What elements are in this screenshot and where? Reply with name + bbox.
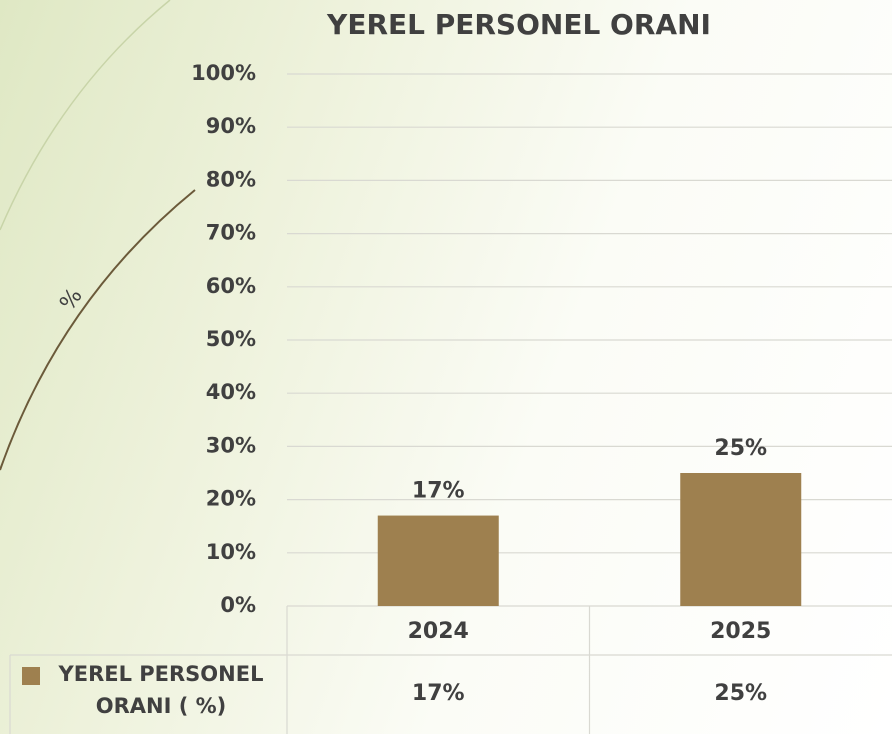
y-tick-label: 70% <box>206 221 256 245</box>
x-tick-label: 2025 <box>710 619 771 644</box>
x-tick-label: 2024 <box>408 619 469 644</box>
y-tick-label: 20% <box>206 487 256 511</box>
table-value: 17% <box>412 681 465 706</box>
decor-curve <box>0 189 196 471</box>
table-value: 25% <box>714 681 767 706</box>
y-tick-label: 0% <box>220 593 256 617</box>
bar <box>377 515 499 606</box>
data-label: 17% <box>412 479 465 504</box>
y-tick-label: 30% <box>206 433 256 457</box>
y-tick-label: 50% <box>206 327 256 351</box>
y-tick-label: 100% <box>191 61 256 85</box>
y-tick-label: 60% <box>206 274 256 298</box>
chart-title: YEREL PERSONEL ORANI <box>326 8 711 41</box>
data-label: 25% <box>714 436 767 461</box>
bar <box>680 473 802 606</box>
decor-curve <box>0 0 171 231</box>
series-name: YEREL PERSONEL ORANI ( %) <box>58 662 264 718</box>
y-tick-label: 90% <box>206 114 256 138</box>
legend-key <box>22 667 40 685</box>
y-tick-label: 10% <box>206 540 256 564</box>
y-tick-label: 80% <box>206 167 256 191</box>
y-tick-label: 40% <box>206 380 256 404</box>
